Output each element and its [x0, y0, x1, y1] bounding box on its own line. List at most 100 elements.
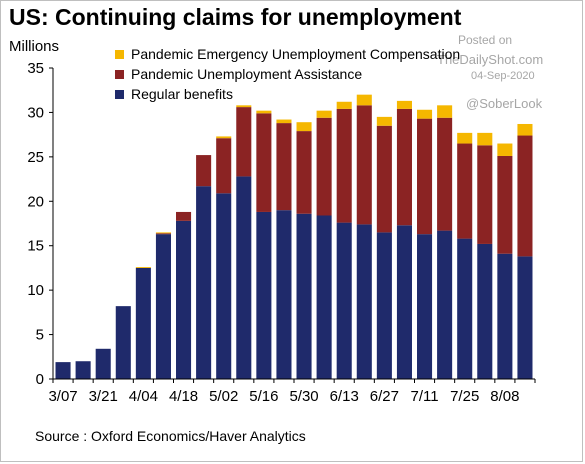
- bar-pua-5-02: [216, 138, 232, 194]
- legend: Pandemic Emergency Unemployment Compensa…: [115, 44, 460, 104]
- bar-regular-6-20: [356, 224, 372, 379]
- x-tick-label-3-07: 3/07: [48, 388, 77, 405]
- y-tick-label-10: 10: [27, 282, 44, 299]
- x-tick-label-4-04: 4/04: [129, 388, 158, 405]
- bar-regular-3-28: [115, 306, 131, 379]
- bar-peuc-7-11: [417, 109, 433, 119]
- bar-regular-3-14: [75, 361, 91, 379]
- bar-peuc-5-09: [236, 105, 252, 108]
- bar-regular-5-30: [296, 213, 312, 379]
- y-tick-label-0: 0: [36, 371, 44, 388]
- bar-regular-5-09: [236, 176, 252, 379]
- bar-peuc-5-30: [296, 122, 312, 132]
- bar-regular-4-11: [155, 234, 171, 379]
- legend-item-regular: Regular benefits: [115, 84, 460, 104]
- bar-pua-6-27: [376, 125, 392, 233]
- x-tick-label-8-08: 8/08: [490, 388, 519, 405]
- x-tick-label-4-18: 4/18: [169, 388, 198, 405]
- legend-label-pua: Pandemic Unemployment Assistance: [131, 66, 363, 82]
- bar-pua-5-09: [236, 107, 252, 177]
- bar-regular-8-08: [497, 253, 513, 379]
- bar-pua-8-15: [517, 135, 533, 257]
- legend-item-peuc: Pandemic Emergency Unemployment Compensa…: [115, 44, 460, 64]
- bar-peuc-5-02: [216, 136, 232, 139]
- bar-regular-5-02: [216, 193, 232, 379]
- bar-regular-8-15: [517, 256, 533, 379]
- bar-peuc-8-01: [477, 132, 493, 146]
- watermark-site: TheDailyShot.com: [437, 52, 544, 67]
- bar-pua-7-04: [396, 108, 412, 226]
- source-note: Source : Oxford Economics/Haver Analytic…: [35, 428, 306, 444]
- bar-peuc-6-27: [376, 116, 392, 126]
- x-tick-label-6-27: 6/27: [370, 388, 399, 405]
- y-tick-label-5: 5: [36, 327, 44, 344]
- y-tick-label-30: 30: [27, 104, 44, 121]
- bar-pua-6-06: [316, 117, 332, 216]
- legend-label-peuc: Pandemic Emergency Unemployment Compensa…: [131, 46, 461, 62]
- bar-pua-4-25: [196, 155, 212, 187]
- legend-swatch-peuc: [115, 49, 124, 59]
- y-tick-label-25: 25: [27, 149, 44, 166]
- bar-regular-6-13: [336, 222, 352, 379]
- bar-peuc-8-08: [497, 143, 513, 156]
- bar-peuc-6-06: [316, 110, 332, 118]
- bar-peuc-7-18: [437, 105, 453, 118]
- bar-pua-8-08: [497, 155, 513, 254]
- bar-pua-8-01: [477, 145, 493, 244]
- legend-swatch-pua: [115, 69, 124, 79]
- bar-pua-7-25: [457, 143, 473, 239]
- bar-peuc-5-23: [276, 119, 292, 124]
- bar-pua-6-20: [356, 105, 372, 225]
- bar-regular-3-21: [95, 348, 111, 379]
- bar-regular-7-11: [417, 234, 433, 379]
- bar-regular-8-01: [477, 243, 493, 379]
- bar-peuc-4-04: [135, 267, 151, 268]
- bar-regular-6-27: [376, 232, 392, 379]
- bar-regular-3-07: [55, 362, 71, 379]
- bar-pua-5-23: [276, 123, 292, 211]
- x-tick-label-5-02: 5/02: [209, 388, 238, 405]
- bar-regular-6-06: [316, 215, 332, 379]
- bar-pua-5-30: [296, 131, 312, 214]
- y-tick-label-15: 15: [27, 238, 44, 255]
- bar-peuc-7-25: [457, 132, 473, 144]
- bar-regular-5-16: [256, 211, 272, 379]
- x-tick-label-7-25: 7/25: [450, 388, 479, 405]
- watermark-handle: @SoberLook: [466, 96, 543, 111]
- bar-pua-5-16: [256, 113, 272, 212]
- x-tick-label-5-16: 5/16: [249, 388, 278, 405]
- y-tick-label-20: 20: [27, 193, 44, 210]
- bar-pua-6-13: [336, 108, 352, 223]
- bar-pua-4-11: [155, 233, 171, 235]
- bar-regular-7-18: [437, 230, 453, 379]
- bar-pua-4-18: [176, 211, 192, 221]
- x-tick-label-7-11: 7/11: [410, 388, 438, 405]
- bar-peuc-8-15: [517, 123, 533, 136]
- chart-title: US: Continuing claims for unemployment: [9, 4, 462, 30]
- bar-pua-7-18: [437, 117, 453, 231]
- watermark-date: 04-Sep-2020: [471, 70, 535, 82]
- watermark-posted-on: Posted on: [458, 33, 513, 47]
- bar-peuc-4-11: [155, 232, 171, 234]
- bar-regular-5-23: [276, 210, 292, 379]
- legend-label-regular: Regular benefits: [131, 86, 233, 102]
- x-tick-label-3-21: 3/21: [89, 388, 118, 405]
- bar-pua-7-11: [417, 118, 433, 235]
- bar-peuc-5-16: [256, 110, 272, 114]
- bar-regular-7-25: [457, 238, 473, 379]
- legend-item-pua: Pandemic Unemployment Assistance: [115, 64, 460, 84]
- bar-peuc-7-04: [396, 100, 412, 109]
- x-tick-label-6-13: 6/13: [330, 388, 359, 405]
- y-axis-unit-label: Millions: [9, 38, 60, 55]
- x-tick-label-5-30: 5/30: [289, 388, 318, 405]
- bar-peuc-6-13: [336, 101, 352, 109]
- y-tick-label-35: 35: [27, 60, 44, 77]
- bar-regular-4-04: [135, 267, 151, 379]
- bar-regular-4-18: [176, 220, 192, 379]
- bar-regular-7-04: [396, 225, 412, 379]
- legend-swatch-regular: [115, 89, 124, 99]
- bar-peuc-6-20: [356, 94, 372, 106]
- bar-regular-4-25: [196, 186, 212, 379]
